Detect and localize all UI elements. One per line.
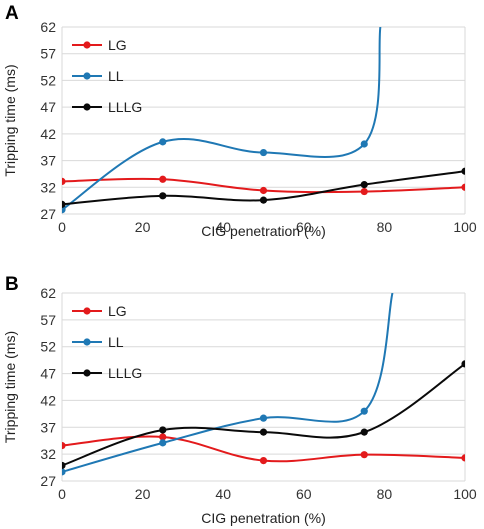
x-tick-label: 100 <box>453 486 477 502</box>
x-tick-label: 0 <box>58 219 66 235</box>
x-tick-label: 80 <box>377 219 393 235</box>
data-point <box>461 454 465 462</box>
legend-marker <box>83 369 91 377</box>
x-tick-label: 100 <box>453 219 477 235</box>
data-point <box>159 138 167 146</box>
data-point <box>360 428 368 436</box>
y-tick-label: 37 <box>40 153 56 169</box>
data-point <box>62 177 66 186</box>
data-point <box>360 187 368 196</box>
series-ll <box>62 27 382 214</box>
y-tick-label: 62 <box>40 19 56 35</box>
x-tick-label: 40 <box>215 219 231 235</box>
data-point <box>159 433 167 441</box>
series-lllg <box>62 360 465 470</box>
data-point <box>461 183 465 191</box>
y-tick-label: 62 <box>40 285 56 301</box>
legend-label: LLLG <box>108 99 142 115</box>
y-tick-label: 47 <box>40 99 56 115</box>
data-point <box>259 456 268 465</box>
legend-label: LL <box>108 68 124 84</box>
y-tick-label: 47 <box>40 366 56 382</box>
legend-marker <box>83 338 91 346</box>
data-point <box>159 192 167 200</box>
x-axis-label: CIG penetration (%) <box>201 223 326 239</box>
data-point <box>259 196 268 204</box>
y-tick-label: 57 <box>40 312 56 328</box>
y-tick-label: 52 <box>40 72 56 88</box>
data-point <box>259 186 268 195</box>
data-point <box>159 426 167 434</box>
y-axis-label: Tripping time (ms) <box>2 331 18 443</box>
legend-marker <box>83 72 91 80</box>
legend-label: LL <box>108 334 124 350</box>
y-tick-label: 57 <box>40 46 56 62</box>
data-point <box>159 175 167 183</box>
data-point <box>62 206 66 214</box>
legend-marker <box>83 103 91 111</box>
series-lllg <box>62 167 465 208</box>
y-axis-label: Tripping time (ms) <box>2 64 18 176</box>
data-point <box>360 407 368 415</box>
y-tick-label: 37 <box>40 419 56 435</box>
series-lg <box>62 175 465 196</box>
data-point <box>62 441 66 450</box>
legend-label: LG <box>108 303 127 319</box>
x-tick-label: 80 <box>377 486 393 502</box>
data-point <box>461 360 465 368</box>
data-point <box>62 200 66 208</box>
data-point <box>360 181 368 189</box>
data-point <box>259 414 268 422</box>
chart-panel-a: A 27 32 37 42 47 52 57 62 0 20 40 60 80 100 CIG penetra… <box>2 3 477 239</box>
x-tick-label: 60 <box>296 219 312 235</box>
y-tick-label: 27 <box>40 206 56 222</box>
data-point <box>360 140 368 148</box>
y-tick-label: 42 <box>40 392 56 408</box>
legend-marker <box>83 41 91 49</box>
y-tick-label: 27 <box>40 473 56 489</box>
x-axis-label: CIG penetration (%) <box>201 510 326 526</box>
data-point <box>159 439 167 447</box>
data-point <box>259 428 268 436</box>
data-point <box>62 468 66 476</box>
series-ll <box>62 293 394 476</box>
legend-label: LLLG <box>108 365 142 381</box>
y-tick-label: 32 <box>40 446 56 462</box>
series-line-ll <box>62 27 382 211</box>
x-tick-label: 0 <box>58 486 66 502</box>
legend-marker <box>83 307 91 315</box>
legend-label: LG <box>108 37 127 53</box>
x-tick-label: 20 <box>135 219 151 235</box>
panel-letter: B <box>5 274 19 295</box>
x-tick-label: 40 <box>215 486 231 502</box>
y-tick-label: 52 <box>40 339 56 355</box>
y-tick-label: 42 <box>40 126 56 142</box>
data-point <box>461 167 465 175</box>
chart-panel-b: B 27 32 37 42 47 52 57 62 0 20 40 60 80 100 CIG penetra… <box>2 274 477 526</box>
x-tick-label: 60 <box>296 486 312 502</box>
data-point <box>62 461 66 470</box>
x-tick-label: 20 <box>135 486 151 502</box>
y-tick-label: 32 <box>40 179 56 195</box>
data-point <box>360 451 368 459</box>
data-point <box>259 148 268 157</box>
series-lg <box>62 433 465 465</box>
panel-letter: A <box>5 3 19 24</box>
